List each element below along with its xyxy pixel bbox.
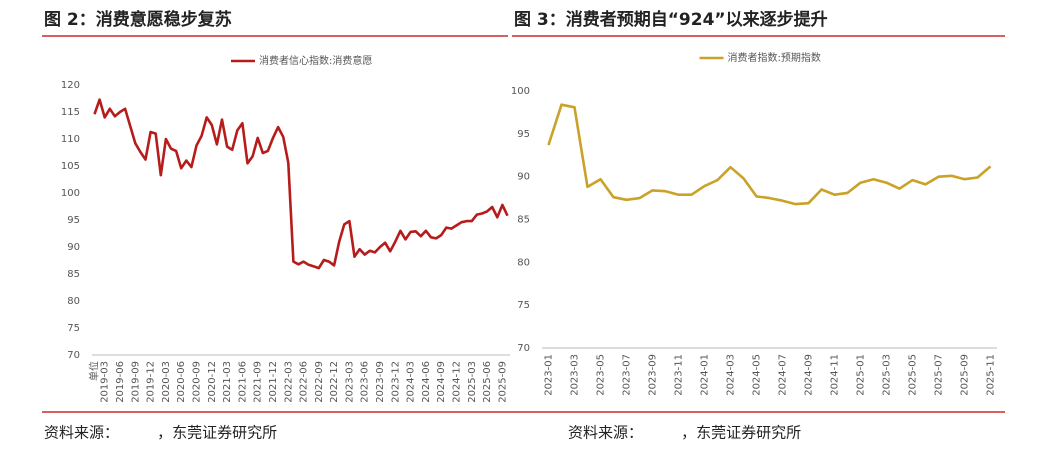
x-tick-label: 2024-01 <box>700 354 711 396</box>
chart-title: 图 2：消费意愿稳步复苏 <box>44 9 232 30</box>
y-tick-label: 90 <box>67 242 80 253</box>
x-tick-label: 2021-03 <box>222 361 233 403</box>
y-tick-label: 95 <box>67 215 80 226</box>
y-tick-label: 85 <box>67 269 80 280</box>
x-tick-label: 2021-06 <box>237 361 248 403</box>
x-tick-label: 2023-01 <box>544 354 555 396</box>
x-tick-label: 2025-05 <box>908 354 919 396</box>
x-tick-label: 2025-07 <box>934 354 945 396</box>
x-tick-label: 单位 <box>88 361 101 381</box>
x-tick-label: 2020-09 <box>192 361 203 403</box>
x-tick-label: 2024-03 <box>406 361 417 403</box>
x-tick-label: 2023-12 <box>390 361 401 403</box>
y-tick-label: 75 <box>67 323 80 334</box>
data-line <box>547 103 992 206</box>
chart-title: 图 3：消费者预期自“924”以来逐步提升 <box>514 9 828 30</box>
x-tick-label: 2019-06 <box>115 361 126 403</box>
x-tick-label: 2023-03 <box>344 361 355 403</box>
x-tick-label: 2024-03 <box>726 354 737 396</box>
x-tick-label: 2020-03 <box>161 361 172 403</box>
source: 资料来源： ，东莞证券研究所 <box>44 424 277 442</box>
x-tick-label: 2022-09 <box>314 361 325 403</box>
x-tick-label: 2025-01 <box>856 354 867 396</box>
y-tick-label: 105 <box>61 161 80 172</box>
data-line <box>93 98 509 270</box>
source: 资料来源： ，东莞证券研究所 <box>568 424 801 442</box>
x-tick-label: 2022-03 <box>283 361 294 403</box>
y-tick-label: 100 <box>511 86 530 97</box>
y-tick-label: 70 <box>517 343 530 354</box>
y-tick-label: 95 <box>517 129 530 140</box>
x-tick-label: 2025-03 <box>882 354 893 396</box>
x-tick-label: 2025-03 <box>467 361 478 403</box>
y-tick-label: 70 <box>67 350 80 361</box>
x-tick-label: 2024-09 <box>804 354 815 396</box>
x-tick-label: 2021-12 <box>268 361 279 403</box>
y-tick-label: 80 <box>67 296 80 307</box>
x-tick-label: 2019-03 <box>100 361 111 403</box>
x-tick-label: 2023-09 <box>648 354 659 396</box>
x-tick-label: 2024-05 <box>752 354 763 396</box>
x-tick-label: 2022-12 <box>329 361 340 403</box>
x-tick-label: 2024-12 <box>451 361 462 403</box>
x-tick-label: 2023-07 <box>622 354 633 396</box>
x-tick-label: 2024-09 <box>436 361 447 403</box>
x-tick-label: 2019-12 <box>146 361 157 403</box>
x-tick-label: 2020-06 <box>176 361 187 403</box>
y-tick-label: 80 <box>517 257 530 268</box>
y-tick-label: 110 <box>61 134 80 145</box>
legend-label: 消费者指数:预期指数 <box>728 51 821 64</box>
x-tick-label: 2024-11 <box>830 354 841 396</box>
x-tick-label: 2023-06 <box>360 361 371 403</box>
x-tick-label: 2019-09 <box>130 361 141 403</box>
x-tick-label: 2023-09 <box>375 361 386 403</box>
x-tick-label: 2022-06 <box>299 361 310 403</box>
x-tick-label: 2024-07 <box>778 354 789 396</box>
x-tick-label: 2025-09 <box>960 354 971 396</box>
y-tick-label: 115 <box>61 107 80 118</box>
x-tick-label: 2025-06 <box>482 361 493 403</box>
y-tick-label: 90 <box>517 172 530 183</box>
y-tick-label: 120 <box>61 80 80 91</box>
x-tick-label: 2025-09 <box>497 361 508 403</box>
y-tick-label: 100 <box>61 188 80 199</box>
x-tick-label: 2020-12 <box>207 361 218 403</box>
x-tick-label: 2025-11 <box>986 354 997 396</box>
x-tick-label: 2023-05 <box>596 354 607 396</box>
x-tick-label: 2023-03 <box>570 354 581 396</box>
x-tick-label: 2024-06 <box>421 361 432 403</box>
x-tick-label: 2023-11 <box>674 354 685 396</box>
legend-label: 消费者信心指数:消费意愿 <box>259 54 372 67</box>
y-tick-label: 75 <box>517 300 530 311</box>
y-tick-label: 85 <box>517 215 530 226</box>
x-tick-label: 2021-09 <box>253 361 264 403</box>
